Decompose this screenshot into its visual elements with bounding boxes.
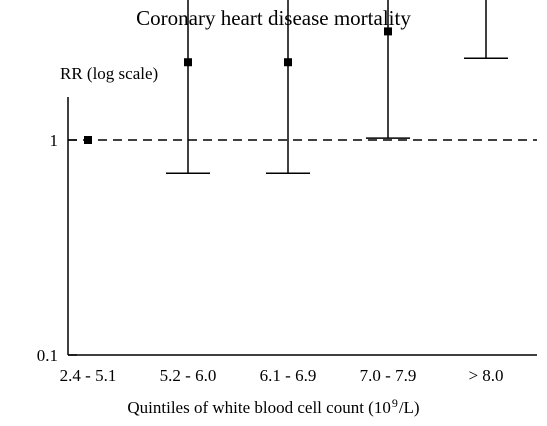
data-point <box>284 58 292 67</box>
x-tick-label: > 8.0 <box>468 366 503 385</box>
y-axis-label: RR (log scale) <box>60 64 159 83</box>
chart-marks <box>68 0 537 175</box>
data-point <box>384 27 392 36</box>
x-tick-label: 7.0 - 7.9 <box>360 366 417 385</box>
data-point <box>84 136 92 144</box>
chart-title: Coronary heart disease mortality <box>136 6 411 30</box>
x-axis-label: Quintiles of white blood cell count (109… <box>0 396 547 418</box>
y-tick-label: 0.1 <box>37 346 58 365</box>
x-axis-label-prefix: Quintiles of white blood cell count (10 <box>127 398 391 417</box>
y-tick-label: 1 <box>50 131 59 150</box>
x-axis-label-exponent: 9 <box>391 396 398 410</box>
x-tick-label: 2.4 - 5.1 <box>60 366 117 385</box>
x-axis-label-suffix: /L) <box>398 398 420 417</box>
x-tick-label: 6.1 - 6.9 <box>260 366 317 385</box>
data-point <box>184 58 192 67</box>
axes: 0.11102.4 - 5.15.2 - 6.06.1 - 6.97.0 - 7… <box>37 97 537 385</box>
x-tick-label: 5.2 - 6.0 <box>160 366 217 385</box>
